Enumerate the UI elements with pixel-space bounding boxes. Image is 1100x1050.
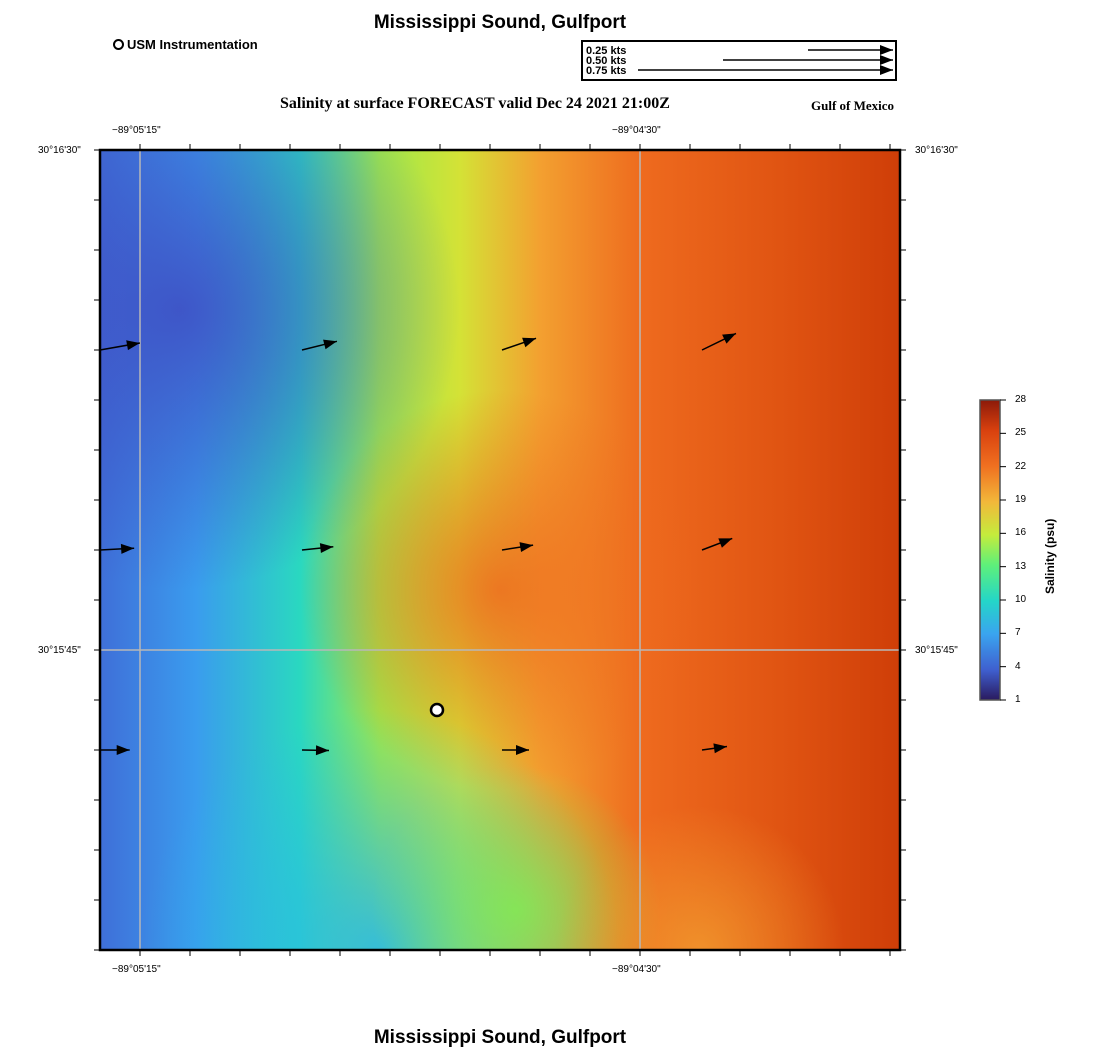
station-circle-icon — [113, 39, 124, 50]
current-vector-arrow — [701, 332, 737, 351]
current-vector-arrow — [301, 543, 334, 554]
vector-scale-arrow — [638, 65, 893, 75]
vector-scale-label-2: 0.50 kts — [586, 55, 627, 67]
current-vector-arrow — [99, 340, 141, 351]
colorbar-label-13: 13 — [1015, 561, 1027, 572]
forecast-subtitle: Salinity at surface FORECAST valid Dec 2… — [280, 95, 670, 112]
graticule — [100, 150, 900, 950]
colorbar-label-22: 22 — [1015, 461, 1027, 472]
current-vector-arrow — [501, 337, 537, 351]
colorbar-label-1: 1 — [1015, 694, 1021, 705]
vector-scale-arrow — [723, 55, 893, 65]
vector-scale-label-3: 0.75 kts — [586, 65, 627, 77]
colorbar-label-25: 25 — [1015, 427, 1027, 438]
lat-tick-right-2: 30°15'45" — [915, 645, 958, 656]
current-vector-arrow — [701, 743, 728, 754]
lon-tick-bottom-2: −89°04'30" — [612, 964, 661, 975]
usm-station-marker — [429, 702, 445, 718]
lat-tick-right-1: 30°16'30" — [915, 145, 958, 156]
lon-tick-top-2: −89°04'30" — [612, 125, 661, 136]
colorbar-label-28: 28 — [1015, 394, 1027, 405]
current-vector-arrow — [100, 745, 130, 755]
current-vector-arrow — [99, 543, 135, 554]
lon-tick-top-1: −89°05'15" — [112, 125, 161, 136]
lat-tick-left-2: 30°15'45" — [38, 645, 81, 656]
colorbar-label-7: 7 — [1015, 627, 1021, 638]
colorbar-label-16: 16 — [1015, 527, 1027, 538]
salinity-field — [100, 150, 900, 950]
colorbar-label-19: 19 — [1015, 494, 1027, 505]
current-vector-arrow — [701, 537, 733, 551]
current-vector-arrow — [301, 745, 330, 756]
salinity-colorbar — [979, 399, 1001, 701]
map-title: Mississippi Sound, Gulfport — [373, 12, 627, 33]
region-label: Gulf of Mexico — [811, 98, 895, 113]
vector-scale-arrows — [638, 45, 893, 75]
colorbar-title: Salinity (psu) — [1043, 518, 1057, 594]
bottom-title: Mississippi Sound, Gulfport — [373, 1027, 627, 1048]
vector-scale-label-1: 0.25 kts — [586, 45, 627, 57]
lat-tick-left-1: 30°16'30" — [38, 145, 81, 156]
current-vector-arrow — [502, 745, 529, 755]
frame-ticks — [94, 144, 906, 956]
colorbar-label-10: 10 — [1015, 594, 1027, 605]
colorbar-ticks — [1000, 399, 1006, 701]
usm-instrumentation-legend: USM Instrumentation — [113, 37, 258, 52]
current-vector-arrow — [501, 542, 534, 553]
current-vector-arrow — [301, 339, 338, 351]
current-vectors — [99, 332, 737, 756]
usm-legend-label: USM Instrumentation — [127, 37, 258, 52]
colorbar-label-4: 4 — [1015, 661, 1021, 672]
lon-tick-bottom-1: −89°05'15" — [112, 964, 161, 975]
vector-scale-arrow — [808, 45, 893, 55]
